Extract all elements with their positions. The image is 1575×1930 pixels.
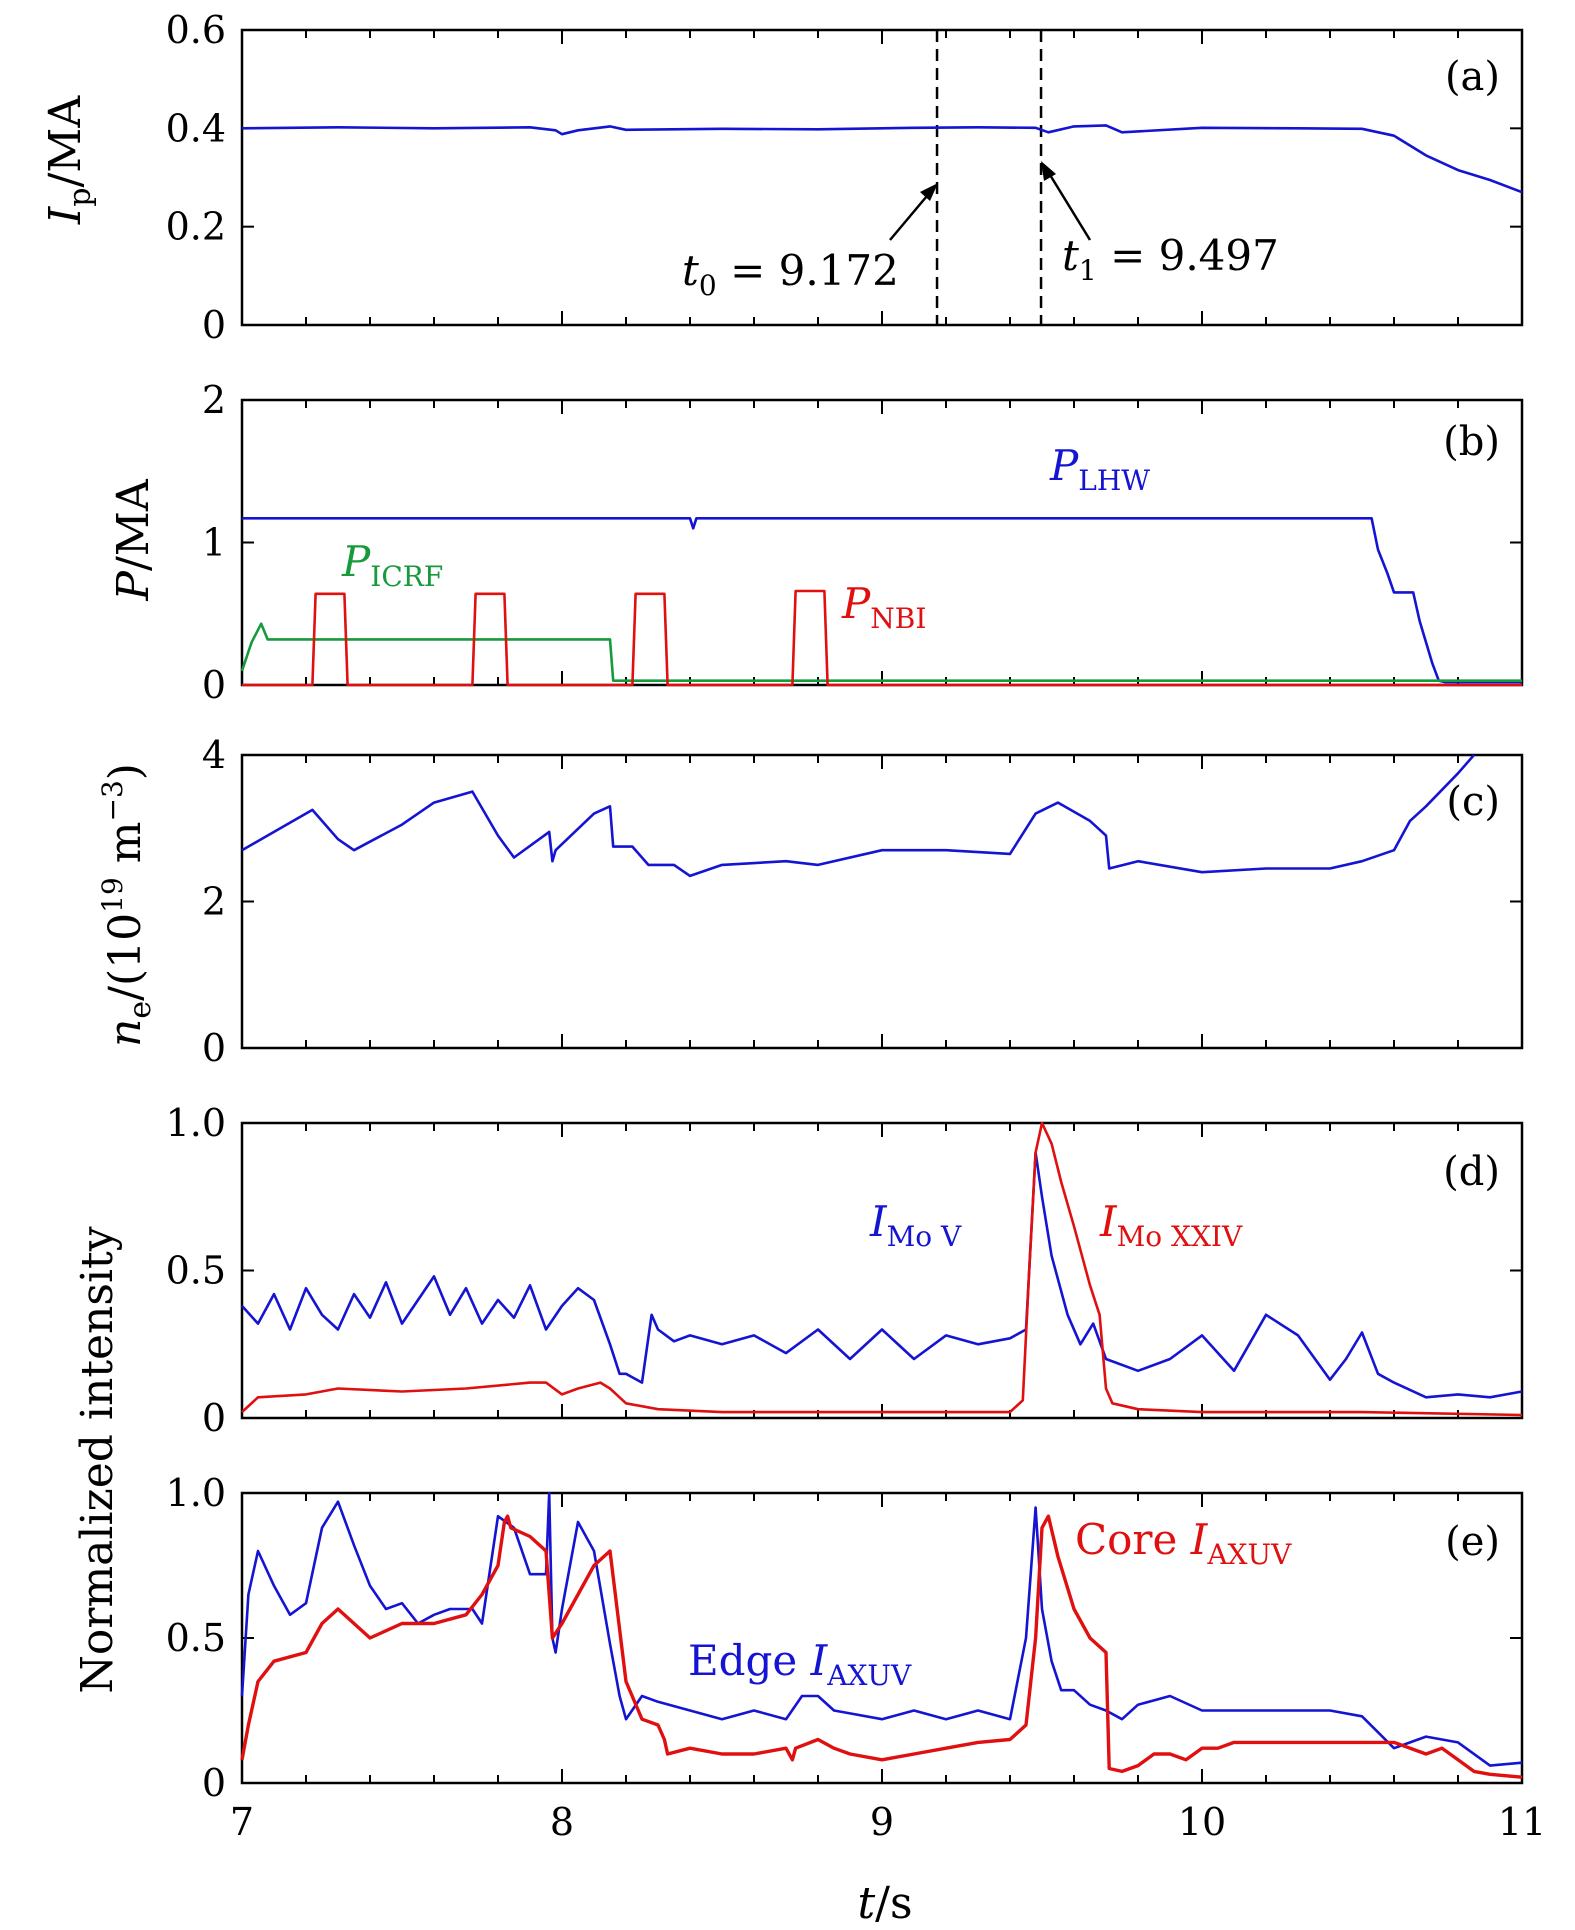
y-tick-label: 0 — [202, 303, 226, 347]
panel-e: 0 0.5 1.0 (e) 7 8 9 10 11 — [166, 1471, 1547, 1844]
ylabel-normalized-intensity: Normalized intensity — [72, 1226, 123, 1693]
series-mo-xxiv — [241, 1121, 1523, 1417]
x-tick-label: 10 — [1178, 1800, 1226, 1844]
series-ip — [241, 124, 1523, 194]
x-tick-label: 9 — [870, 1800, 894, 1844]
y-tick-label: 0.5 — [166, 1249, 226, 1293]
label-core-axuv: Core IAXUV — [1075, 1515, 1292, 1571]
label-mo-v: IMo V — [869, 1197, 962, 1253]
x-tick-label: 11 — [1498, 1800, 1546, 1844]
annotation-t0: t0 = 9.172 — [682, 183, 938, 302]
panel-tag: (e) — [1445, 1519, 1500, 1565]
y-tick-label: 1.0 — [166, 1101, 226, 1145]
series-edge-axuv — [240, 1491, 1523, 1767]
plot-frame — [240, 753, 1524, 1050]
series-core-axuv — [240, 1514, 1523, 1779]
panel-tag: (b) — [1443, 419, 1500, 465]
y-tick-label: 1 — [202, 521, 226, 565]
label-mo-xxiv: IMo XXIV — [1099, 1197, 1243, 1253]
panels-layer: 0 0.2 0.4 0.6 (a) 0 1 2 (b) 0 2 4 (c) 0 0.5 1.0 (d) 0 0.5 1… — [166, 8, 1547, 1844]
plot-frame — [240, 398, 1524, 687]
y-tick-label: 0 — [202, 1026, 226, 1070]
panel-c: 0 2 4 (c) — [202, 733, 1524, 1070]
series-mo-v — [241, 1151, 1523, 1399]
label-picrf: PICRF — [341, 537, 443, 593]
svg-text:ne/(1019 m−3): ne/(1019 m−3) — [96, 763, 158, 1047]
y-tick-label: 2 — [202, 880, 226, 924]
xlabel: t/s — [857, 1878, 912, 1929]
x-tick-label: 7 — [230, 1800, 254, 1844]
svg-text:P/MA: P/MA — [108, 478, 159, 601]
y-tick-label: 0 — [202, 1761, 226, 1805]
panel-tag: (c) — [1446, 779, 1500, 825]
svg-text:t0 = 9.172: t0 = 9.172 — [682, 246, 899, 302]
panel-tag: (a) — [1445, 54, 1500, 100]
annotation-t1: t1 = 9.497 — [1041, 161, 1279, 287]
series-lhw — [242, 516, 1522, 684]
y-tick-label: 0.4 — [166, 106, 226, 150]
y-tick-label: 0 — [202, 1396, 226, 1440]
label-edge-axuv: Edge IAXUV — [688, 1636, 912, 1692]
panel-d: 0 0.5 1.0 (d) — [166, 1101, 1524, 1440]
plot-frame — [240, 1491, 1524, 1785]
ylabel-c: ne/(1019 m−3) — [96, 763, 158, 1047]
plot-frame — [240, 1121, 1524, 1420]
y-tick-label: 4 — [202, 733, 226, 777]
y-tick-label: 0.5 — [166, 1616, 226, 1660]
series-icrf — [240, 622, 1522, 683]
y-tick-label: 1.0 — [166, 1471, 226, 1515]
series-ne — [241, 754, 1475, 878]
panel-a: 0 0.2 0.4 0.6 (a) — [166, 8, 1524, 347]
y-tick-label: 0.2 — [166, 205, 226, 249]
label-pnbi: PNBI — [841, 579, 926, 635]
y-tick-label: 2 — [202, 378, 226, 422]
svg-text:Ip/MA: Ip/MA — [40, 95, 98, 225]
ylabel-a: Ip/MA — [40, 95, 98, 225]
panel-b: 0 1 2 (b) — [202, 378, 1524, 707]
x-tick-label: 8 — [550, 1800, 574, 1844]
y-tick-label: 0.6 — [166, 8, 226, 52]
ylabel-b: P/MA — [108, 478, 159, 601]
y-tick-label: 0 — [202, 663, 226, 707]
label-plhw: PLHW — [1049, 441, 1150, 497]
svg-text:t1 = 9.497: t1 = 9.497 — [1062, 231, 1279, 287]
series-nbi — [242, 589, 1522, 687]
panel-tag: (d) — [1443, 1149, 1500, 1195]
